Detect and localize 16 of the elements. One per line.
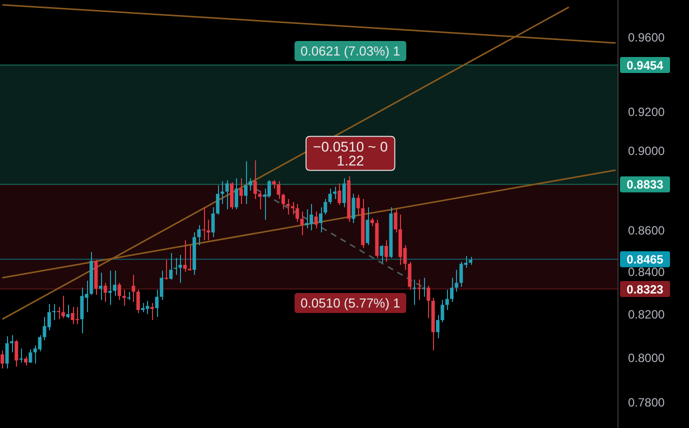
y-tick-label: 0.8000	[628, 350, 666, 365]
ref-line-label: 0.9454	[626, 58, 664, 72]
annotation: 1.22	[336, 152, 364, 168]
y-tick-label: 0.8600	[628, 224, 666, 238]
y-tick-label: 0.8400	[628, 265, 666, 280]
ref-line-label: 0.8833	[626, 178, 664, 192]
y-tick-label: 0.9000	[628, 144, 666, 158]
y-tick-label: 0.9600	[628, 30, 666, 44]
y-tick-label: 0.8200	[628, 307, 666, 322]
band-label: 0.0621 (7.03%) 1	[300, 44, 400, 59]
ref-line-label: 0.8465	[626, 252, 664, 267]
y-tick-label: 0.7800	[628, 395, 666, 410]
band-label: 0.0510 (5.77%) 1	[300, 296, 400, 311]
y-tick-label: 0.9200	[628, 105, 666, 120]
ref-line-label: 0.8323	[626, 282, 664, 296]
annotation: −0.0510 ~ 0	[313, 138, 388, 154]
